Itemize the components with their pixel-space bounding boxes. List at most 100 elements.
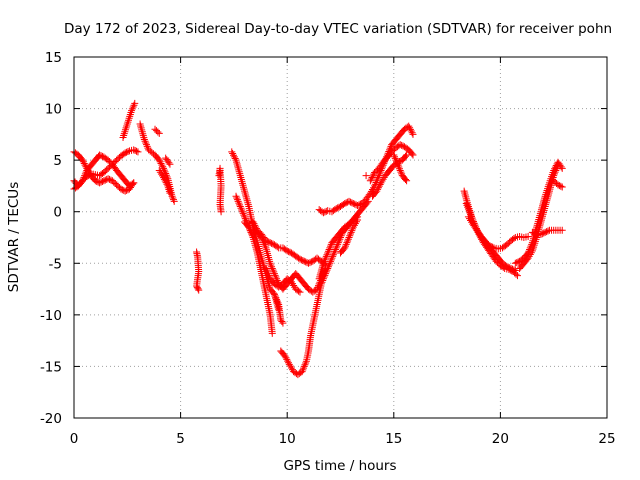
data-point-plus [278, 318, 286, 326]
data-point-plus [130, 179, 138, 187]
data-point-plus [283, 247, 291, 255]
data-point-plus [323, 251, 331, 259]
y-tick-label: -10 [40, 308, 62, 324]
data-point-plus [343, 239, 351, 247]
y-tick-labels: -20 -15 -10 -5 0 5 10 15 [40, 50, 62, 427]
data-point-plus [286, 362, 294, 370]
data-point-plus [375, 182, 383, 190]
data-point-plus [282, 354, 290, 362]
data-point-plus [266, 239, 274, 247]
data-point-plus [139, 130, 147, 138]
data-point-plus [499, 263, 507, 271]
data-point-plus [325, 261, 333, 269]
data-point-plus [285, 248, 293, 256]
data-point-plus [242, 193, 250, 201]
data-point-plus [318, 278, 326, 286]
data-point-plus [229, 150, 237, 158]
data-point-plus [340, 245, 348, 253]
data-point-plus [124, 148, 132, 156]
data-point-plus [160, 164, 168, 172]
data-point-plus [462, 193, 470, 201]
data-point-plus [392, 156, 400, 164]
data-point-plus [285, 360, 293, 368]
data-point-plus [374, 185, 382, 193]
data-point-plus [263, 237, 271, 245]
data-point-plus [143, 142, 151, 150]
data-point-plus [134, 148, 142, 156]
data-point-plus [322, 252, 330, 260]
data-point-plus [554, 181, 562, 189]
data-point-plus [349, 223, 357, 231]
data-point-plus [265, 253, 273, 261]
data-point-plus [252, 223, 260, 231]
data-point-plus [129, 103, 137, 111]
data-point-plus [238, 177, 246, 185]
data-point-plus [91, 177, 99, 185]
data-point-plus [155, 156, 163, 164]
data-point-plus [129, 180, 137, 188]
data-point-plus [300, 257, 308, 265]
data-point-plus [240, 185, 248, 193]
data-point-plus [348, 227, 356, 235]
data-point-plus [538, 230, 546, 238]
data-point-plus [329, 252, 337, 260]
data-point-plus [245, 223, 253, 231]
data-point-plus [366, 177, 374, 185]
data-point-plus [335, 203, 343, 211]
data-point-plus [297, 256, 305, 264]
data-point-plus [299, 366, 307, 374]
data-point-plus [486, 242, 494, 250]
data-point-plus [121, 128, 129, 136]
data-point-plus [268, 239, 276, 247]
data-point-plus [553, 163, 561, 171]
data-point-plus [194, 285, 202, 293]
data-point-plus [125, 116, 133, 124]
data-point-plus [270, 268, 278, 276]
data-point-plus [96, 151, 104, 159]
grid [74, 57, 607, 418]
y-tick-label: 10 [45, 102, 62, 118]
data-point-plus [142, 139, 150, 147]
data-point-plus [251, 221, 259, 229]
data-point-plus [544, 227, 552, 235]
data-point-plus [240, 211, 248, 219]
data-point-plus [133, 147, 141, 155]
data-point-plus [268, 329, 276, 337]
data-point-plus [248, 230, 256, 238]
data-point-plus [300, 362, 308, 370]
data-point-plus [123, 120, 131, 128]
data-point-plus [98, 177, 106, 185]
data-point-plus [369, 172, 377, 180]
data-point-plus [323, 266, 331, 274]
data-point-plus [531, 230, 539, 238]
data-point-plus [237, 174, 245, 182]
data-point-plus [306, 259, 314, 267]
data-point-plus [269, 289, 277, 297]
data-point-plus [407, 127, 415, 135]
data-point-plus [348, 199, 356, 207]
data-point-plus [394, 161, 402, 169]
data-point-plus [162, 179, 170, 187]
data-point-plus [248, 232, 256, 240]
data-point-plus [379, 175, 387, 183]
data-point-plus [319, 276, 327, 284]
data-point-plus [97, 152, 105, 160]
y-tick-label: -5 [49, 256, 62, 272]
data-point-plus [123, 122, 131, 130]
data-point-plus [341, 244, 349, 252]
data-point-plus [526, 251, 534, 259]
data-point-plus [552, 166, 560, 174]
data-point-plus [339, 200, 347, 208]
data-point-plus [284, 357, 292, 365]
data-point-plus [329, 251, 337, 259]
data-point-plus [349, 199, 357, 207]
data-point-plus [160, 174, 168, 182]
data-point-plus [525, 252, 533, 260]
data-point-plus [334, 240, 342, 248]
data-point-plus [273, 243, 281, 251]
data-point-plus [489, 243, 497, 251]
data-point-plus [104, 175, 112, 183]
data-point-plus [321, 208, 329, 216]
data-point-plus [166, 160, 174, 168]
data-point-plus [265, 273, 273, 281]
